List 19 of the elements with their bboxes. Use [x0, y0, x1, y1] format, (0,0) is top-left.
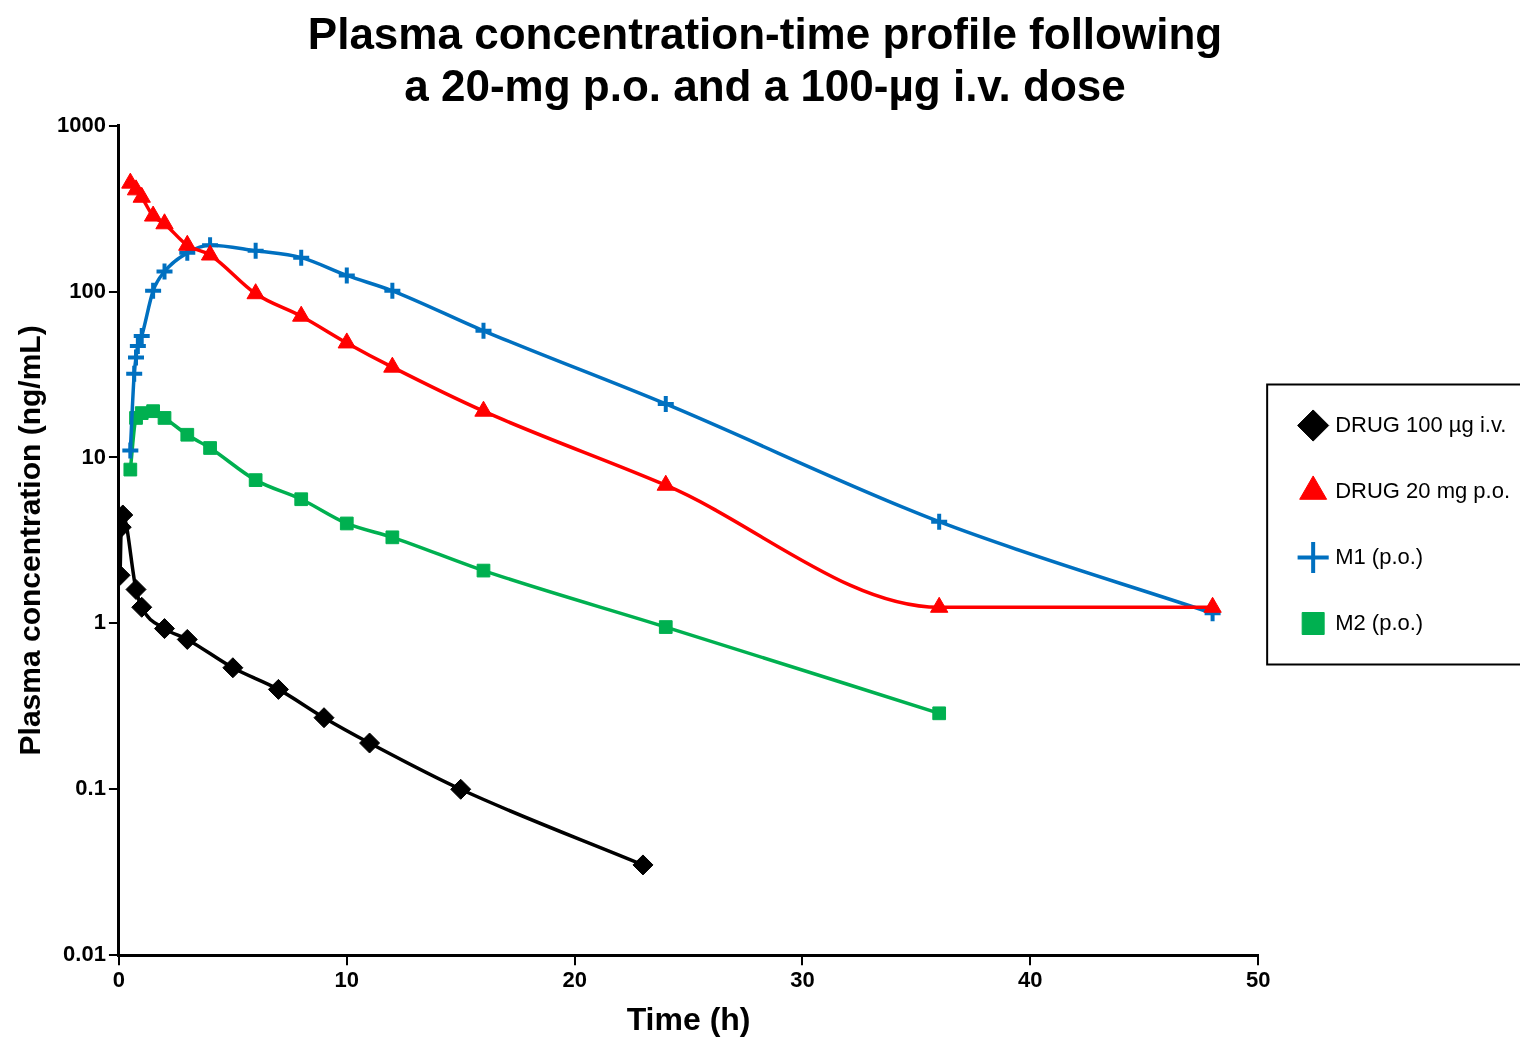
y-tick-label: 0.01: [63, 941, 106, 967]
x-tick-label: 50: [1245, 967, 1271, 993]
legend-label: M1 (p.o.): [1335, 543, 1424, 569]
legend-label: M2 (p.o.): [1335, 609, 1424, 635]
y-tick-label: 10: [81, 443, 106, 469]
x-tick-label: 0: [112, 967, 126, 993]
legend-label: DRUG 100 µg i.v.: [1335, 411, 1507, 437]
y-tick-label: 1000: [56, 111, 106, 137]
chart-title: Plasma concentration-time profile following a 20-mg p.o. and a 100-µg i.v. dose: [307, 8, 1223, 111]
x-tick-label: 40: [1018, 967, 1043, 993]
legend-label: DRUG 20 mg p.o.: [1335, 477, 1510, 503]
y-tick-label: 1: [93, 609, 106, 635]
y-tick-label: 100: [69, 277, 106, 303]
y-tick-label: 0.1: [75, 775, 106, 801]
x-tick-label: 30: [790, 967, 815, 993]
y-axis-title: Plasma concentration (ng/mL): [13, 325, 47, 756]
x-tick-label: 10: [334, 967, 360, 993]
x-axis-title: Time (h): [626, 1000, 751, 1037]
x-tick-label: 20: [562, 967, 587, 993]
